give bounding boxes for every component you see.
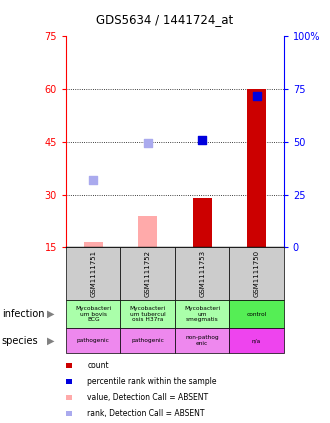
Text: non-pathog
enic: non-pathog enic: [185, 335, 219, 346]
Text: GSM1111753: GSM1111753: [199, 250, 205, 297]
Text: rank, Detection Call = ABSENT: rank, Detection Call = ABSENT: [87, 409, 205, 418]
Text: value, Detection Call = ABSENT: value, Detection Call = ABSENT: [87, 393, 209, 402]
Text: percentile rank within the sample: percentile rank within the sample: [87, 376, 217, 386]
Point: [254, 93, 259, 99]
Point: [90, 177, 96, 184]
Text: n/a: n/a: [252, 338, 261, 343]
Text: GSM1111752: GSM1111752: [145, 250, 151, 297]
Bar: [84, 242, 103, 247]
Text: Mycobacteri
um tubercul
osis H37ra: Mycobacteri um tubercul osis H37ra: [130, 306, 166, 322]
Text: pathogenic: pathogenic: [131, 338, 164, 343]
Point: [145, 140, 150, 147]
Text: species: species: [2, 335, 38, 346]
Text: Mycobacteri
um
smegmatis: Mycobacteri um smegmatis: [184, 306, 220, 322]
Text: count: count: [87, 360, 109, 370]
Text: GSM1111750: GSM1111750: [253, 250, 260, 297]
Bar: [138, 216, 157, 247]
Text: infection: infection: [2, 309, 44, 319]
Bar: [247, 89, 266, 247]
Text: ▶: ▶: [48, 335, 55, 346]
Text: pathogenic: pathogenic: [77, 338, 110, 343]
Text: control: control: [247, 312, 267, 316]
Text: Mycobacteri
um bovis
BCG: Mycobacteri um bovis BCG: [75, 306, 111, 322]
Text: GDS5634 / 1441724_at: GDS5634 / 1441724_at: [96, 13, 234, 26]
Point: [199, 137, 205, 143]
Bar: [193, 198, 212, 247]
Text: ▶: ▶: [48, 309, 55, 319]
Text: GSM1111751: GSM1111751: [90, 250, 96, 297]
